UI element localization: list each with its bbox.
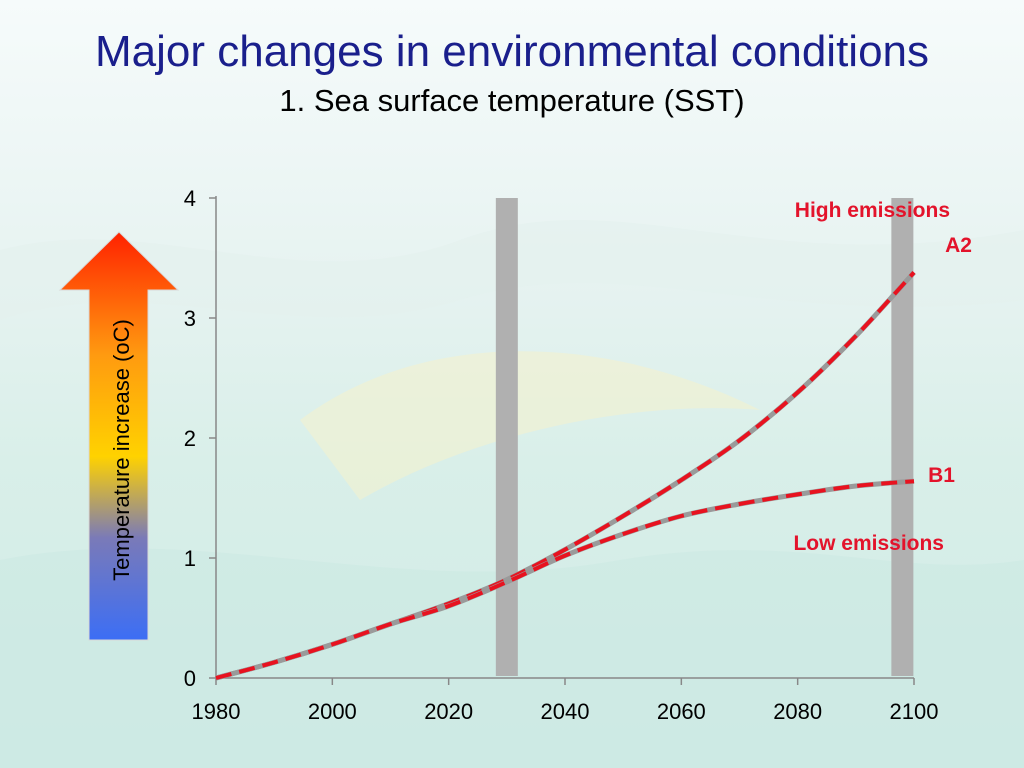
y-tick-label: 2 (184, 426, 196, 451)
series-a2-shadow (215, 270, 916, 681)
slide-subtitle: 1. Sea surface temperature (SST) (279, 83, 745, 118)
a2-label: A2 (945, 234, 972, 257)
highlight-bar-2098 (891, 198, 914, 676)
y-axis-label: Temperature increase (oC) (109, 319, 134, 581)
highlight-bar-2030 (495, 198, 518, 676)
slide-title: Major changes in environmental condition… (94, 27, 930, 76)
series-b1-line (215, 479, 915, 680)
high-emissions-label: High emissions (795, 199, 950, 222)
x-tick-label: 2000 (308, 699, 357, 724)
y-tick-label: 4 (184, 186, 196, 211)
x-tick-label: 2080 (773, 699, 822, 724)
y-tick-label: 1 (184, 546, 196, 571)
x-tick-label: 2100 (890, 699, 939, 724)
temperature-increase-arrow (58, 231, 180, 641)
x-tick-label: 2060 (657, 699, 706, 724)
low-emissions-label: Low emissions (793, 532, 944, 555)
b1-label: B1 (928, 464, 955, 487)
x-tick-label: 2040 (541, 699, 590, 724)
x-tick-label: 2020 (424, 699, 473, 724)
x-tick-label: 1980 (192, 699, 241, 724)
y-tick-label: 0 (184, 666, 196, 691)
y-tick-label: 3 (184, 306, 196, 331)
series-a2-line (215, 271, 916, 680)
